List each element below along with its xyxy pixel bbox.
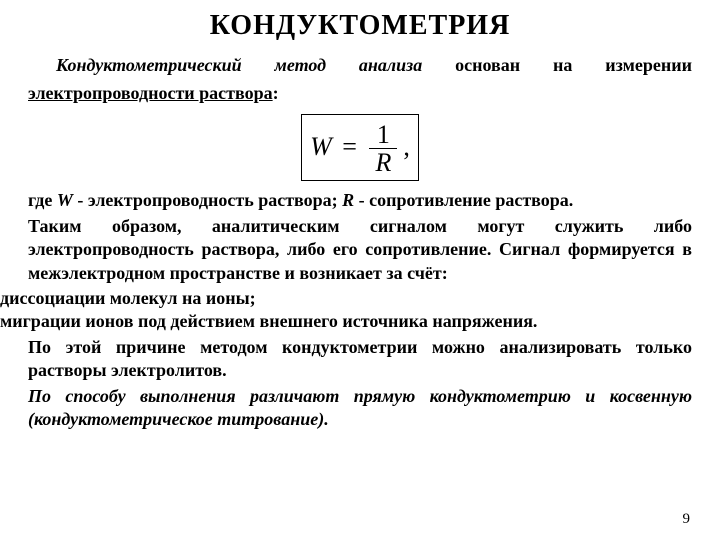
lead-paragraph: Кондуктометрический метод анализа основа…	[28, 52, 692, 108]
formula-box: W = 1 R ,	[301, 114, 419, 182]
lead-underline: электропроводности раствора	[28, 83, 273, 103]
lead-tail: :	[273, 83, 279, 103]
lead-emphasis: Кондуктометрический метод анализа	[56, 55, 422, 75]
cause-list: диссоциации молекул на ионы; миграции ио…	[28, 287, 692, 334]
list-item-2: миграции ионов под действием внешнего ис…	[0, 310, 692, 333]
defs-r: R	[342, 190, 354, 210]
defs-rtxt: - сопротивление раствора.	[354, 190, 573, 210]
lead-mid: основан на измерении	[422, 55, 692, 75]
formula-denominator: R	[369, 148, 397, 176]
defs-wtxt: - электропроводность раствора;	[73, 190, 342, 210]
formula-comma: ,	[403, 132, 410, 161]
definitions: где W - электропроводность раствора; R -…	[28, 189, 692, 212]
page-title: КОНДУКТОМЕТРИЯ	[28, 10, 692, 42]
list-item-1: диссоциации молекул на ионы;	[0, 287, 692, 310]
conclusion: По этой причине методом кондуктометрии м…	[28, 336, 692, 383]
formula-lhs: W	[310, 132, 332, 161]
formula-numerator: 1	[369, 121, 397, 148]
defs-w: W	[57, 190, 73, 210]
formula-fraction: 1 R	[369, 121, 397, 177]
formula-container: W = 1 R ,	[28, 114, 692, 182]
method-types: По способу выполнения различают прямую к…	[28, 385, 692, 432]
formula-eq: =	[342, 132, 357, 161]
signal-paragraph: Таким образом, аналитическим сигналом мо…	[28, 215, 692, 285]
page-number: 9	[683, 511, 691, 528]
defs-gde: где	[28, 190, 57, 210]
